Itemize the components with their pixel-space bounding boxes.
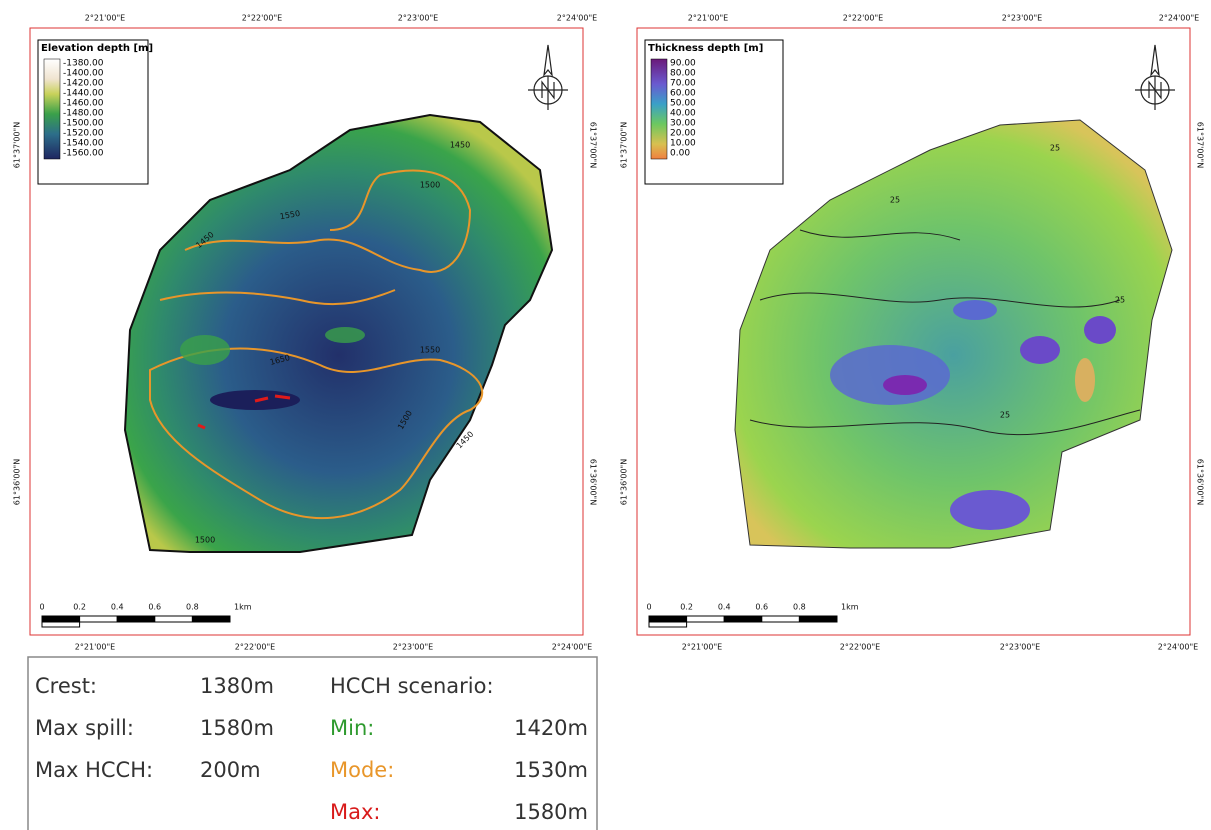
figure: 2°21'00"E 2°22'00"E 2°23'00"E 2°24'00"E 2°21…	[0, 0, 1211, 830]
top-tick-label: 2°23'00"E	[398, 14, 438, 23]
scale-label: 0.2	[73, 603, 86, 612]
scale-bar-segment	[649, 616, 687, 622]
scale-bar-segment	[117, 616, 155, 622]
top-tick-label: 2°24'00"E	[557, 14, 597, 23]
top-tick-label: 2°24'00"E	[1159, 14, 1199, 23]
legend-entry: -1440.00	[63, 89, 104, 99]
legend-entry: -1520.00	[63, 129, 104, 139]
scale-bar-segment	[724, 616, 762, 622]
contour-label: 1550	[420, 346, 440, 355]
scale-bar-segment	[192, 616, 230, 622]
bottom-tick-label: 2°21'00"E	[682, 643, 722, 652]
scale-label: 0.8	[186, 603, 199, 612]
legend-entry: 50.00	[670, 99, 696, 109]
contour-label: 1500	[420, 181, 440, 190]
right-tick-label: 61°37'00"N	[589, 122, 598, 168]
scale-bar-segment	[80, 616, 118, 622]
contour-label: 25	[890, 196, 900, 205]
legend-entry: 70.00	[670, 79, 696, 89]
summary-value: 200m	[200, 758, 261, 782]
scale-label: 0.4	[718, 603, 731, 612]
summary-heading: HCCH scenario:	[330, 674, 494, 698]
top-tick-label: 2°23'00"E	[1002, 14, 1042, 23]
summary-value: 1580m	[200, 716, 274, 740]
legend-entry: -1400.00	[63, 69, 104, 79]
bottom-tick-label: 2°22'00"E	[840, 643, 880, 652]
contour-label: 1450	[450, 141, 470, 150]
scenario-value: 1530m	[514, 758, 588, 782]
legend-title: Thickness depth [m]	[648, 43, 763, 54]
scenario-value: 1420m	[514, 716, 588, 740]
legend-entry: 10.00	[670, 139, 696, 149]
bottom-tick-label: 2°22'00"E	[235, 643, 275, 652]
left-tick-label: 61°37'00"N	[620, 122, 629, 168]
scale-bar-segment	[42, 622, 80, 627]
scale-bar-segment	[799, 616, 837, 622]
summary-label: Crest:	[35, 674, 97, 698]
legend-colorbar	[44, 59, 60, 159]
scale-label: 0.6	[148, 603, 161, 612]
bottom-tick-label: 2°24'00"E	[552, 643, 592, 652]
right-tick-label: 61°36'00"N	[589, 459, 598, 505]
contour-label: 25	[1115, 296, 1125, 305]
bottom-tick-label: 2°24'00"E	[1158, 643, 1198, 652]
legend-entry: 90.00	[670, 59, 696, 69]
legend-entry: 40.00	[670, 109, 696, 119]
scale-label: 0.6	[755, 603, 768, 612]
scale-label: 1km	[234, 603, 252, 612]
legend-entry: 30.00	[670, 119, 696, 129]
summary-value: 1380m	[200, 674, 274, 698]
left-tick-label: 61°36'00"N	[13, 459, 22, 505]
bottom-tick-label: 2°21'00"E	[75, 643, 115, 652]
scale-bar-segment	[762, 616, 800, 622]
legend-entry: 80.00	[670, 69, 696, 79]
top-tick-label: 2°21'00"E	[85, 14, 125, 23]
scenario-label: Min:	[330, 716, 374, 740]
scenario-label: Mode:	[330, 758, 394, 782]
scale-bar-segment	[155, 616, 193, 622]
legend-entry: 60.00	[670, 89, 696, 99]
legend-entry: -1480.00	[63, 109, 104, 119]
left-tick-label: 61°36'00"N	[620, 459, 629, 505]
legend-entry: -1540.00	[63, 139, 104, 149]
scale-label: 1km	[841, 603, 859, 612]
bottom-tick-label: 2°23'00"E	[1000, 643, 1040, 652]
right-tick-label: 61°36'00"N	[1196, 459, 1205, 505]
scale-bar-segment	[687, 616, 725, 622]
legend-entry: -1500.00	[63, 119, 104, 129]
right-tick-label: 61°37'00"N	[1196, 122, 1205, 168]
contour-label: 25	[1000, 411, 1010, 420]
top-tick-label: 2°21'00"E	[688, 14, 728, 23]
legend-entry: -1380.00	[63, 59, 104, 69]
scale-label: 0.2	[680, 603, 693, 612]
left-tick-label: 61°37'00"N	[13, 122, 22, 168]
top-tick-label: 2°22'00"E	[843, 14, 883, 23]
summary-label: Max spill:	[35, 716, 134, 740]
legend-entry: -1560.00	[63, 149, 104, 159]
contour-label: 25	[1050, 144, 1060, 153]
legend-entry: -1460.00	[63, 99, 104, 109]
legend-entry: -1420.00	[63, 79, 104, 89]
legend-colorbar	[651, 59, 667, 159]
summary-box	[28, 657, 597, 830]
scale-bar-segment	[42, 616, 80, 622]
scale-bar-segment	[649, 622, 687, 627]
contour-label: 1500	[195, 536, 215, 545]
legend-entry: 0.00	[670, 149, 690, 159]
summary-label: Max HCCH:	[35, 758, 153, 782]
scale-label: 0	[39, 603, 44, 612]
top-tick-label: 2°22'00"E	[242, 14, 282, 23]
legend-entry: 20.00	[670, 129, 696, 139]
scenario-value: 1580m	[514, 800, 588, 824]
scale-label: 0.4	[111, 603, 124, 612]
scale-label: 0.8	[793, 603, 806, 612]
scale-label: 0	[646, 603, 651, 612]
scenario-label: Max:	[330, 800, 381, 824]
bottom-tick-label: 2°23'00"E	[393, 643, 433, 652]
legend-title: Elevation depth [m]	[41, 43, 153, 54]
